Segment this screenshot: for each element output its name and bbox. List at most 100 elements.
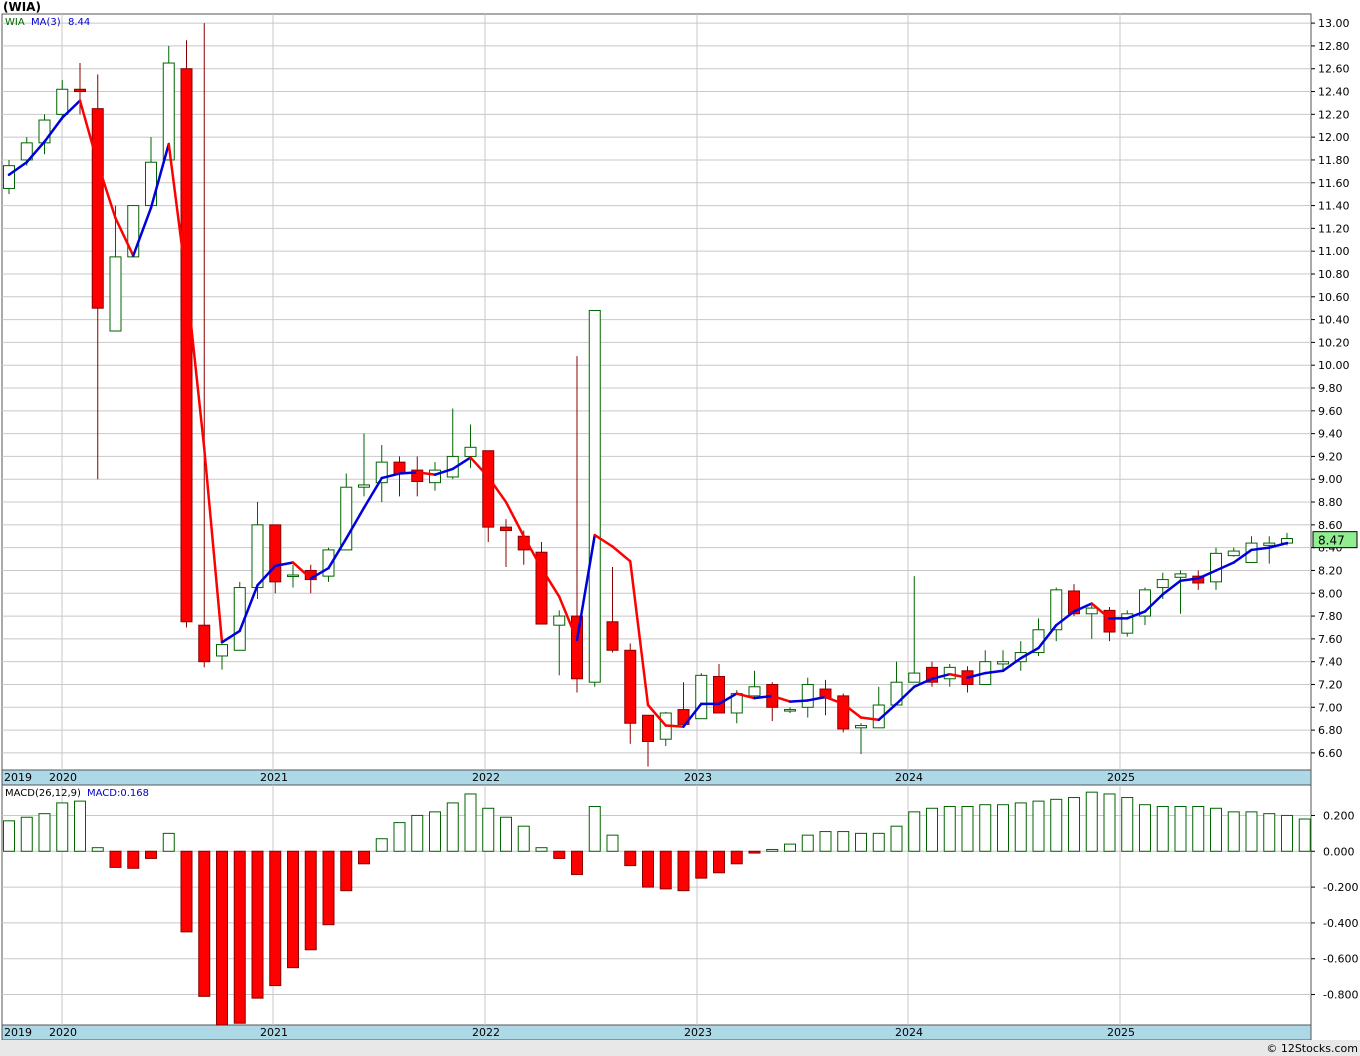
macd-bar (446, 802, 459, 852)
footer-credit: © 12Stocks.com (1266, 1042, 1358, 1055)
candle-body (1263, 542, 1276, 546)
ma-segment (185, 280, 206, 450)
candle-body (553, 615, 566, 626)
candle (855, 723, 867, 755)
macd-bar (1050, 798, 1063, 852)
macd-y-tick-label: -0.600 (1323, 953, 1358, 966)
macd-x-tick-label: 2025 (1107, 1026, 1135, 1039)
candle (216, 644, 228, 670)
candle-body (535, 551, 548, 625)
candle (269, 524, 282, 594)
ma-segment (1126, 610, 1147, 620)
ma-segment (1019, 646, 1040, 660)
price-x-tick-label: 2023 (684, 771, 712, 784)
candle-body (908, 672, 921, 683)
macd-bar (801, 834, 814, 852)
price-y-tick-label: 8.80 (1318, 496, 1343, 509)
macd-bar (269, 850, 282, 987)
macd-bar (162, 832, 175, 852)
price-y-tick-label: 8.00 (1318, 587, 1343, 600)
ma-segment (611, 545, 632, 563)
candle-body (145, 161, 157, 207)
ma-segment (1250, 546, 1271, 552)
candle (162, 45, 175, 161)
ma-segment (1143, 593, 1164, 613)
candle-body (642, 714, 654, 742)
macd-bar (642, 850, 654, 888)
macd-bar (1156, 805, 1169, 852)
price-y-tick-label: 12.00 (1318, 131, 1350, 144)
candle (1050, 587, 1063, 642)
price-x-tick-label: 2021 (260, 771, 288, 784)
price-y-tick-label: 9.20 (1318, 450, 1343, 463)
price-y-tick-label: 7.00 (1318, 701, 1343, 714)
macd-bar (56, 802, 69, 852)
macd-x-tick-label: 2024 (895, 1026, 923, 1039)
ma-segment (451, 456, 472, 471)
candle-body (162, 62, 175, 161)
ma-segment (788, 699, 809, 703)
macd-bar (890, 825, 903, 852)
macd-bars (3, 791, 1311, 1026)
candle-body (784, 709, 796, 712)
candle (677, 682, 690, 725)
macd-x-tick-label: 2020 (49, 1026, 77, 1039)
candle-body (20, 142, 33, 161)
ma-segment (78, 99, 99, 165)
candle (358, 433, 370, 497)
candle (606, 567, 619, 653)
macd-bar (145, 850, 157, 859)
candle (322, 547, 335, 582)
ma-segment (274, 561, 295, 568)
candle (926, 661, 938, 687)
ma-segment (930, 672, 951, 681)
macd-bar (979, 804, 992, 852)
price-y-tick-label: 7.60 (1318, 633, 1343, 646)
candle-body (287, 574, 299, 578)
price-y-tick-label: 10.80 (1318, 268, 1350, 281)
macd-bar (127, 850, 140, 869)
ma-segment (1232, 548, 1253, 564)
macd-bar (517, 825, 530, 852)
macd-bar (677, 850, 690, 892)
price-y-tick-label: 9.40 (1318, 428, 1343, 441)
macd-bar (1068, 797, 1080, 852)
price-y-tick-label: 9.80 (1318, 382, 1343, 395)
macd-bar (3, 820, 15, 852)
ma-segment (1001, 657, 1022, 673)
candle-body (1068, 590, 1080, 615)
macd-x-tick-label: 2019 (4, 1026, 32, 1039)
legend-symbol: WIA (5, 17, 25, 28)
candle-body (375, 461, 388, 484)
macd-bar (429, 811, 441, 852)
candle-body (393, 461, 406, 475)
price-y-tick-label: 10.60 (1318, 291, 1350, 304)
macd-bar (571, 850, 583, 876)
candle (482, 450, 495, 542)
ma-segment (1090, 602, 1111, 620)
macd-y-tick-label: 0.200 (1323, 809, 1355, 822)
macd-bar (908, 811, 921, 852)
macd-y-tick-label: -0.800 (1323, 989, 1358, 1002)
macd-bar (961, 805, 974, 852)
ma-segment (717, 692, 738, 706)
macd-bar (943, 805, 956, 852)
macd-bar (553, 850, 566, 859)
ma-segment (895, 685, 916, 706)
price-y-tick-label: 12.20 (1318, 108, 1350, 121)
candles (3, 23, 1293, 767)
candle (74, 63, 86, 115)
macd-bar (855, 832, 867, 852)
footer-bar (1311, 1040, 1360, 1056)
candle-body (571, 615, 583, 680)
macd-bar (1263, 813, 1276, 852)
macd-bar (1032, 800, 1045, 852)
candle-body (322, 549, 335, 577)
candle (535, 541, 548, 625)
ma-segment (575, 533, 596, 642)
macd-bar (535, 847, 548, 852)
macd-bar (1227, 811, 1240, 852)
candle-body (748, 686, 761, 697)
macd-bar (375, 838, 388, 852)
ma-segment (327, 537, 348, 570)
